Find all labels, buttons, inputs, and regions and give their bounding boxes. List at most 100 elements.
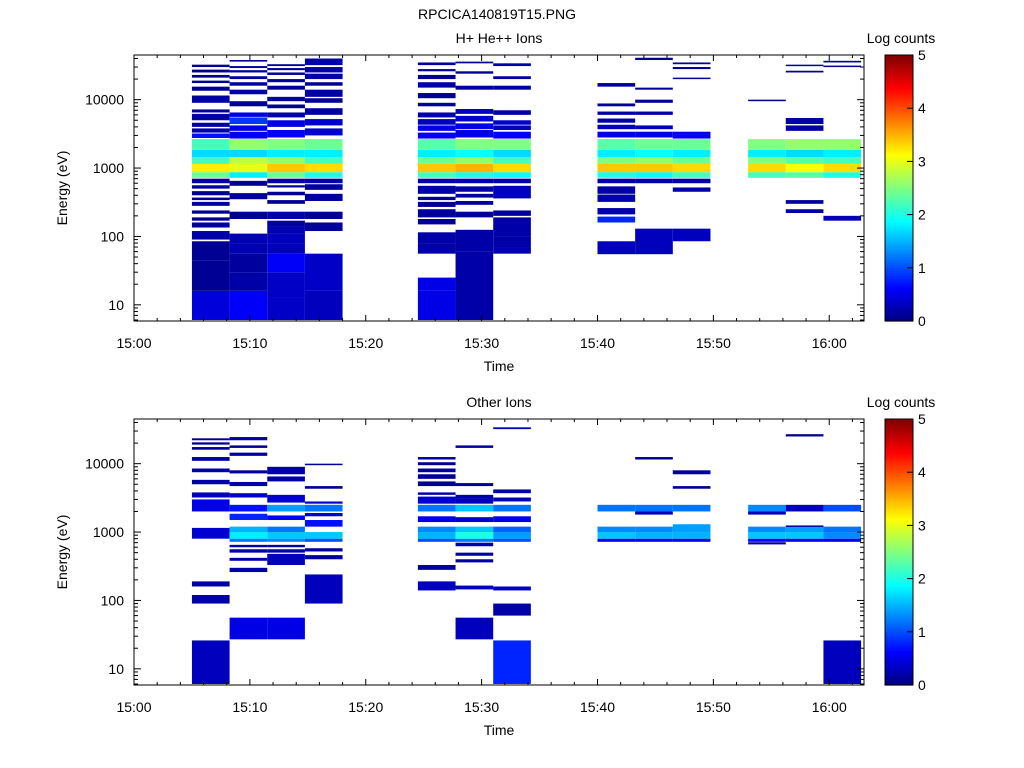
heatmap-cell (304, 193, 343, 201)
heatmap-cell (267, 538, 305, 542)
colorbar-swatch (885, 188, 913, 192)
heatmap-cell (455, 109, 494, 114)
colorbar-swatch (885, 182, 913, 186)
heatmap-cell (191, 128, 230, 133)
heatmap-cell (229, 70, 268, 73)
heatmap-cell (493, 640, 531, 684)
heatmap-cell (493, 76, 531, 80)
colorbar-label: Log counts (867, 30, 936, 46)
colorbar-swatch (885, 437, 913, 441)
heatmap-cell (785, 139, 824, 150)
heatmap-cell (267, 253, 305, 273)
heatmap-cell (191, 447, 230, 450)
heatmap-cell (267, 172, 305, 178)
colorbar-tick-label: 5 (918, 411, 926, 427)
heatmap-cell (417, 172, 456, 178)
heatmap-cell (455, 504, 494, 512)
heatmap-cell (267, 549, 305, 553)
heatmap-cell (229, 149, 268, 158)
x-tick-label: 16:00 (812, 699, 847, 715)
heatmap-cell (267, 617, 305, 640)
heatmap-cell (672, 131, 711, 135)
heatmap-cell (267, 200, 305, 204)
colorbar-swatch (885, 557, 913, 561)
heatmap-cell (417, 481, 456, 487)
colorbar-swatch (885, 78, 913, 83)
colorbar-swatch (885, 169, 913, 173)
colorbar-swatch (885, 243, 913, 248)
colorbar-swatch (885, 461, 913, 465)
heatmap-cell (672, 139, 711, 150)
heatmap-cell (304, 58, 343, 66)
heatmap-cell (229, 549, 268, 553)
colorbar-swatch (885, 621, 913, 625)
colorbar-swatch (885, 110, 913, 115)
colorbar-swatch (885, 235, 913, 240)
heatmap-cell (304, 108, 343, 115)
heatmap-cell (304, 520, 343, 527)
heatmap-cell (493, 63, 531, 67)
colorbar-swatch (885, 589, 913, 593)
x-tick-label: 15:40 (580, 699, 615, 715)
heatmap-cell (191, 457, 230, 461)
heatmap-cell (191, 149, 230, 158)
heatmap-cell (493, 516, 531, 523)
heatmap-cell (823, 640, 862, 684)
heatmap-cell (748, 542, 786, 545)
heatmap-cell (229, 272, 268, 291)
heatmap-cell (267, 515, 305, 521)
heatmap-cell (304, 67, 343, 73)
heatmap-cell (493, 217, 531, 237)
heatmap-cell (597, 532, 636, 539)
colorbar-swatch (885, 201, 913, 205)
heatmap-cell (748, 172, 786, 178)
heatmap-cell (229, 157, 268, 164)
heatmap-cell (493, 489, 531, 494)
heatmap-cell (191, 74, 230, 78)
heatmap-cell (229, 76, 268, 80)
colorbar-swatch (885, 60, 913, 64)
heatmap-cell (455, 538, 494, 542)
heatmap-cell (191, 185, 230, 189)
heatmap-cell (823, 149, 862, 158)
colorbar-swatch (885, 570, 913, 574)
heatmap-cell (267, 149, 305, 158)
heatmap-cell (455, 139, 494, 150)
colorbar-swatch (885, 249, 913, 253)
heatmap-cell (748, 538, 786, 542)
colorbar-swatch (885, 522, 913, 526)
colorbar-swatch (885, 230, 913, 234)
heatmap-cell (417, 474, 456, 479)
heatmap-cell (493, 532, 531, 539)
heatmap-cell (191, 640, 230, 684)
heatmap-cell (455, 526, 494, 533)
heatmap-cell (304, 178, 343, 184)
heatmap-cell (785, 538, 824, 542)
heatmap-cell (823, 139, 862, 150)
heatmap-cell (417, 74, 456, 80)
colorbar-swatch (885, 426, 913, 431)
heatmap-cell (672, 163, 711, 173)
heatmap-cell (417, 243, 456, 254)
heatmap-cell (191, 172, 230, 178)
heatmap-cell (748, 157, 786, 164)
colorbar-swatch (885, 533, 913, 537)
colorbar-frame (884, 418, 914, 686)
heatmap-cell (191, 69, 230, 73)
heatmap-cell (748, 163, 786, 173)
colorbar-swatch (885, 520, 913, 524)
heatmap-cell (823, 532, 862, 539)
colorbar-swatch (885, 227, 913, 232)
heatmap-cell (229, 567, 268, 573)
colorbar-swatch (885, 538, 913, 542)
heatmap-cell (267, 191, 305, 196)
colorbar-swatch (885, 313, 913, 317)
colorbar-swatch (885, 623, 913, 628)
heatmap-cell (267, 120, 305, 127)
colorbar-tick-label: 3 (918, 517, 926, 533)
colorbar-swatch (885, 586, 913, 590)
heatmap-cell (493, 110, 531, 115)
x-tick-label: 15:20 (348, 335, 383, 351)
heatmap-cell (748, 511, 786, 515)
heatmap-cell (229, 117, 268, 125)
